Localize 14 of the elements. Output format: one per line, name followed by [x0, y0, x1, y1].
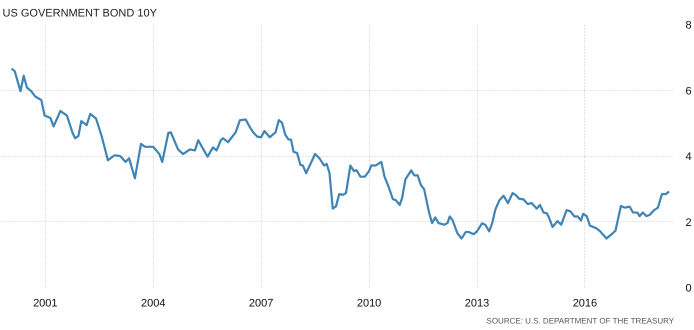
x-tick-label: 2001 — [33, 298, 58, 310]
y-tick-label: 2 — [686, 216, 692, 229]
y-tick-label: 6 — [686, 85, 692, 98]
line-series — [10, 67, 670, 240]
x-tick-label: 2004 — [140, 298, 166, 310]
y-tick-label: 0 — [686, 282, 692, 294]
x-tick-label: 2010 — [356, 298, 382, 310]
y-tick-label: 8 — [686, 20, 692, 32]
x-tick-label: 2007 — [248, 298, 274, 310]
x-tick-label: 2016 — [572, 298, 598, 310]
x-tick-label: 2013 — [464, 298, 490, 310]
chart-title: US GOVERNMENT BOND 10Y — [2, 8, 158, 20]
y-tick-label: 4 — [686, 151, 692, 163]
source-note: SOURCE: U.S. DEPARTMENT OF THE TREASURY — [486, 316, 675, 326]
